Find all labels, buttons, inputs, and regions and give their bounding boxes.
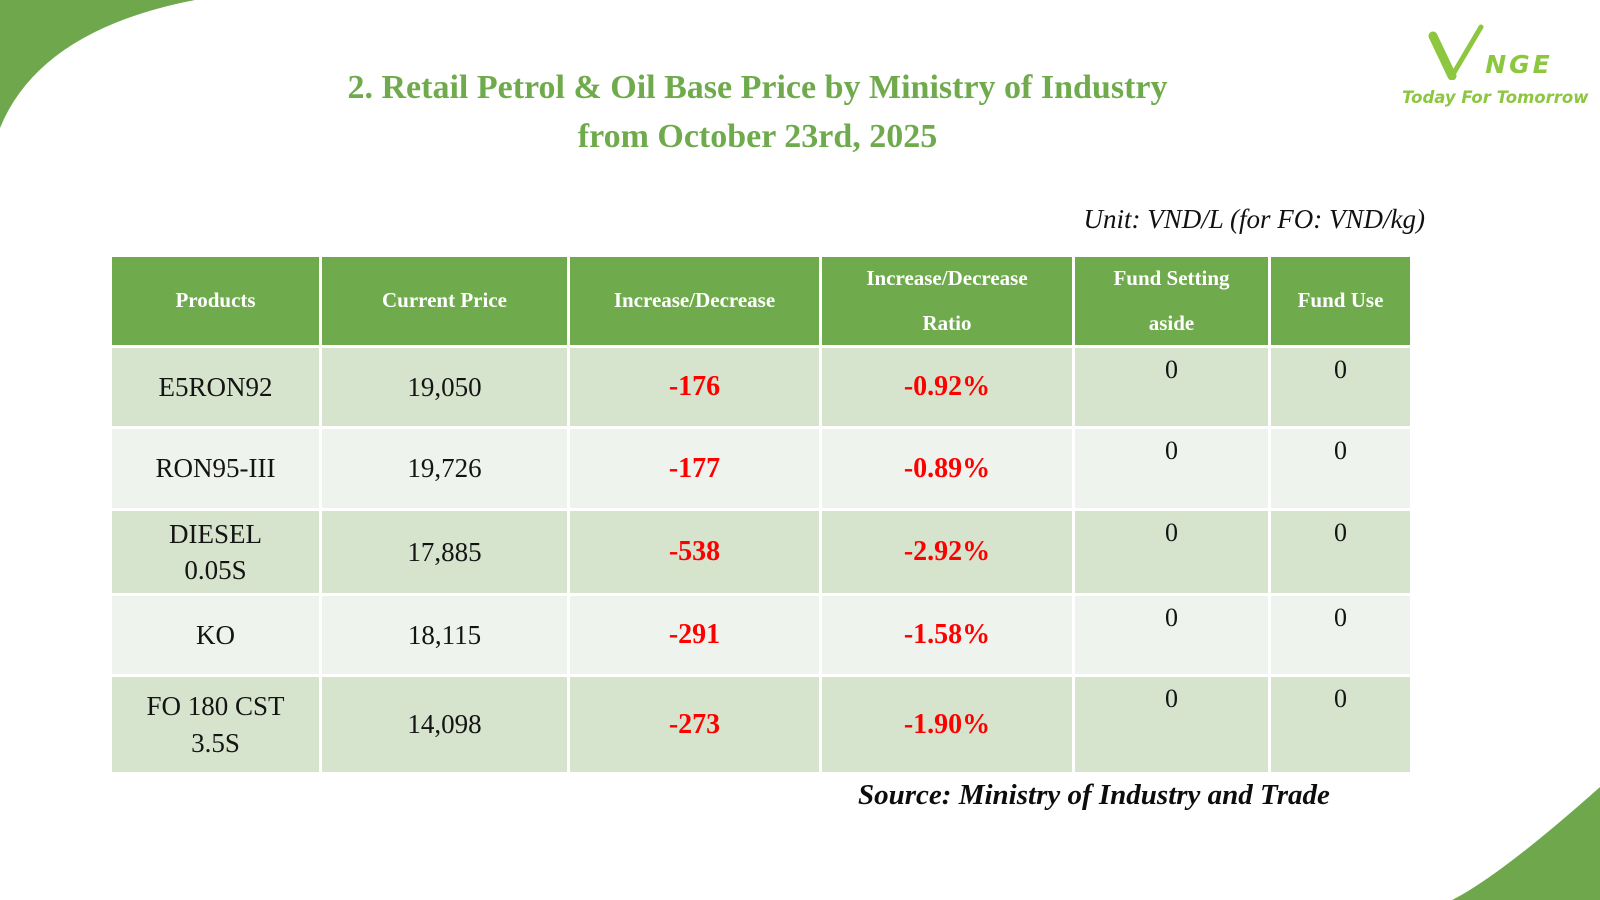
change-cell: -538 (570, 511, 819, 593)
current-price-cell: 19,050 (322, 348, 567, 426)
product-cell: KO (112, 596, 319, 674)
vnge-logo: NGE Today For Tomorrow (1402, 24, 1589, 107)
source-note: Source: Ministry of Industry and Trade (858, 779, 1330, 811)
unit-note: Unit: VND/L (for FO: VND/kg) (1083, 204, 1425, 234)
title-line-2: from October 23rd, 2025 (577, 117, 938, 155)
fund-setting-aside-cell: 0 (1075, 429, 1268, 508)
fund-use-cell: 0 (1271, 677, 1410, 772)
current-price-cell: 18,115 (322, 596, 567, 674)
header-cell-increase-decrease: Increase/Decrease (570, 257, 819, 345)
current-price-cell: 17,885 (322, 511, 567, 593)
title-line-1: 2. Retail Petrol & Oil Base Price by Min… (347, 69, 1168, 106)
logo-text: NGE (1485, 50, 1553, 79)
product-cell: RON95-III (112, 429, 319, 508)
price-table: Products Current Price Increase/Decrease… (112, 257, 1410, 772)
change-ratio-cell: -1.90% (822, 677, 1072, 772)
change-cell: -177 (570, 429, 819, 508)
logo-v-check-icon (1428, 24, 1484, 80)
product-cell: DIESEL 0.05S (112, 511, 319, 593)
change-ratio-cell: -0.92% (822, 348, 1072, 426)
header-cell-products: Products (112, 257, 319, 345)
product-cell: E5RON92 (112, 348, 319, 426)
current-price-cell: 19,726 (322, 429, 567, 508)
fund-setting-aside-cell: 0 (1075, 511, 1268, 593)
fund-use-cell: 0 (1271, 348, 1410, 426)
product-cell: FO 180 CST 3.5S (112, 677, 319, 772)
slide-title: 2. Retail Petrol & Oil Base Price by Min… (0, 64, 1515, 162)
fund-use-cell: 0 (1271, 596, 1410, 674)
change-ratio-cell: -2.92% (822, 511, 1072, 593)
change-cell: -273 (570, 677, 819, 772)
header-cell-fund-use: Fund Use (1271, 257, 1410, 345)
fund-use-cell: 0 (1271, 429, 1410, 508)
fund-setting-aside-cell: 0 (1075, 348, 1268, 426)
current-price-cell: 14,098 (322, 677, 567, 772)
logo-mark: NGE (1402, 24, 1578, 80)
header-cell-increase-decrease-ratio: Increase/Decrease Ratio (822, 257, 1072, 345)
change-cell: -291 (570, 596, 819, 674)
change-cell: -176 (570, 348, 819, 426)
change-ratio-cell: -0.89% (822, 429, 1072, 508)
corner-swoosh-bottom-right (1452, 787, 1600, 900)
fund-setting-aside-cell: 0 (1075, 677, 1268, 772)
fund-use-cell: 0 (1271, 511, 1410, 593)
fund-setting-aside-cell: 0 (1075, 596, 1268, 674)
change-ratio-cell: -1.58% (822, 596, 1072, 674)
header-cell-fund-setting-aside: Fund Setting aside (1075, 257, 1268, 345)
corner-swoosh-top-left (0, 0, 195, 128)
header-cell-current-price: Current Price (322, 257, 567, 345)
logo-tagline: Today For Tomorrow (1402, 88, 1589, 107)
